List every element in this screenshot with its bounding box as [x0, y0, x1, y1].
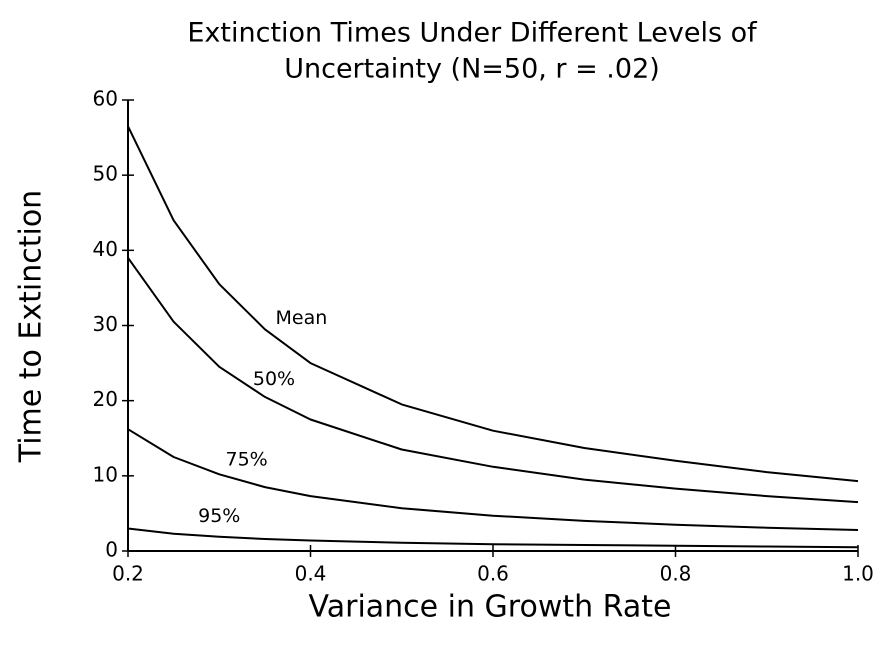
chart-title: Extinction Times Under Different Levels … — [187, 18, 758, 49]
y-tick-label: 10 — [93, 462, 118, 486]
line-series — [127, 257, 859, 504]
x-tick-label: 0.6 — [477, 562, 509, 586]
y-tick-label: 20 — [93, 387, 118, 411]
line-series — [127, 428, 859, 531]
y-tick-label: 30 — [93, 312, 118, 336]
series-label: Mean — [275, 307, 327, 329]
x-tick-label: 0.2 — [112, 562, 144, 586]
series-label: 50% — [253, 368, 295, 390]
y-tick-label: 40 — [93, 237, 118, 261]
y-tick-label: 50 — [93, 162, 118, 186]
x-tick-label: 0.4 — [295, 562, 327, 586]
x-tick-label: 1.0 — [842, 562, 874, 586]
y-tick-label: 60 — [93, 87, 118, 111]
series-label: 95% — [198, 505, 240, 527]
line-series — [127, 527, 859, 549]
y-axis-label: Time to Extinction — [14, 190, 49, 463]
x-tick-label: 0.8 — [660, 562, 692, 586]
series-label: 75% — [226, 448, 268, 470]
x-axis-label: Variance in Growth Rate — [309, 590, 672, 625]
line-series — [127, 125, 859, 483]
y-tick-label: 0 — [105, 538, 118, 562]
chart-title: Uncertainty (N=50, r = .02) — [284, 54, 660, 85]
